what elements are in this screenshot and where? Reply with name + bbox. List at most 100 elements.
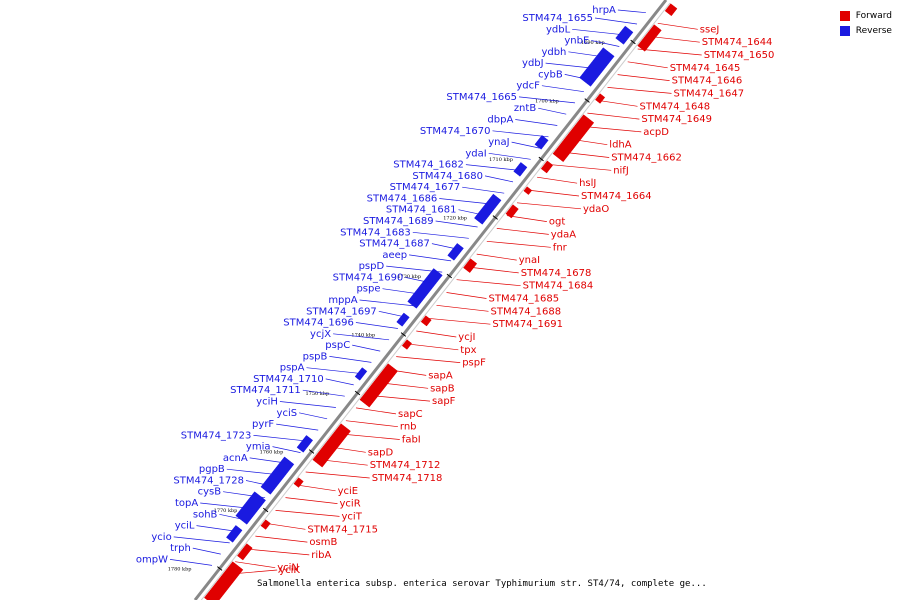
reverse-gene-label-41: pgpB: [199, 464, 225, 475]
forward-leader-25: [406, 343, 459, 351]
forward-gene-label-35: STM474_1718: [372, 473, 443, 484]
forward-gene-6: [505, 204, 519, 219]
forward-leader-13: [526, 189, 580, 197]
reverse-gene-label-38: STM474_1723: [181, 430, 252, 441]
tick-label-8: 1770 kbp: [214, 508, 238, 514]
tick-label-9: 1780 kbp: [168, 567, 192, 573]
tick-mark-2: [538, 156, 544, 162]
reverse-leader-32: [306, 367, 363, 375]
reverse-leader-35: [279, 401, 336, 408]
forward-gene-0: [664, 3, 678, 17]
reverse-gene-label-2: ydbL: [546, 24, 571, 35]
forward-gene-label-32: fabI: [402, 435, 421, 446]
genome-axis: [193, 0, 671, 600]
reverse-gene-4: [474, 193, 502, 225]
forward-gene-label-43: yciK: [279, 565, 300, 576]
reverse-swatch: [839, 25, 850, 36]
reverse-gene-label-17: STM474_1686: [367, 194, 438, 205]
forward-gene-label-1: STM474_1644: [702, 37, 773, 48]
reverse-gene-label-14: STM474_1682: [393, 160, 464, 171]
tick-mark-7: [308, 449, 315, 454]
forward-leader-24: [416, 330, 457, 338]
tick-label-4: 1730 kbp: [397, 274, 421, 280]
reverse-leader-20: [412, 231, 469, 239]
tick-label-2: 1710 kbp: [489, 157, 513, 163]
reverse-leader-40: [249, 457, 292, 465]
forward-leader-19: [466, 266, 519, 274]
forward-leader-21: [446, 292, 487, 299]
axis-ticks: 1690 kbp 1700 kbp 1710 kbp 1720 kbp 1730 kbp…: [168, 39, 636, 573]
axis-shadow: [200, 2, 671, 600]
reverse-gene-label-45: sohB: [193, 509, 218, 520]
reverse-gene-8: [354, 367, 368, 381]
forward-leader-5: [607, 87, 672, 94]
reverse-gene-label-6: cybB: [538, 69, 563, 80]
tick-mark-3: [492, 215, 498, 220]
forward-gene-label-17: fnr: [553, 242, 568, 253]
reverse-leader-26: [359, 299, 416, 307]
reverse-leader-10: [515, 119, 558, 126]
reverse-gene-label-21: STM474_1687: [359, 239, 430, 250]
forward-leader-32: [335, 433, 400, 440]
tick-label-0: 1690 kbp: [581, 40, 605, 46]
reverse-gene-label-0: hrpA: [592, 5, 616, 16]
reverse-leader-21: [431, 243, 460, 250]
reverse-leader-30: [352, 344, 381, 352]
forward-gene-label-41: ribA: [311, 550, 331, 561]
forward-gene-label-18: ynaI: [519, 255, 540, 266]
reverse-gene-label-9: zntB: [514, 103, 537, 114]
forward-gene-label-8: acpD: [643, 127, 669, 138]
reverse-leader-37: [276, 423, 319, 431]
forward-leader-35: [305, 471, 370, 479]
forward-gene-label-23: STM474_1691: [492, 319, 563, 330]
forward-leader-1: [647, 35, 700, 43]
reverse-gene-label-3: ynbE: [564, 36, 589, 47]
forward-leader-39: [265, 522, 306, 530]
reverse-leader-47: [173, 536, 230, 544]
forward-leader-16: [496, 228, 549, 235]
forward-gene-label-38: yciT: [342, 511, 363, 522]
tick-mark-8: [262, 507, 269, 513]
tick-mark-5: [400, 332, 407, 337]
forward-leader-23: [426, 317, 491, 325]
reverse-leader-31: [329, 356, 372, 363]
forward-gene-1: [637, 24, 662, 52]
reverse-leader-14: [465, 164, 522, 171]
reverse-leader-46: [196, 525, 239, 532]
reverse-leader-39: [272, 446, 301, 453]
forward-leader-27: [386, 369, 427, 376]
reverse-leader-36: [299, 412, 328, 420]
forward-gene-label-9: ldhA: [609, 140, 631, 151]
forward-gene-label-24: ycjI: [458, 332, 475, 343]
forward-gene-label-39: STM474_1715: [307, 524, 378, 535]
forward-leader-43: [225, 569, 278, 575]
legend-label-forward: Forward: [855, 10, 892, 21]
reverse-leader-3: [591, 40, 620, 47]
reverse-gene-label-40: acnA: [223, 453, 248, 464]
reverse-leader-22: [409, 254, 452, 262]
reverse-gene-label-26: mppA: [328, 295, 357, 306]
forward-leader-18: [476, 253, 517, 261]
reverse-leader-23: [386, 265, 443, 273]
forward-leader-36: [295, 484, 336, 492]
tick-label-3: 1720 kbp: [443, 216, 467, 222]
reverse-gene-label-27: STM474_1697: [306, 306, 377, 317]
legend: Forward Reverse: [839, 8, 892, 38]
forward-leader-7: [587, 112, 640, 120]
reverse-gene-label-10: dbpA: [487, 115, 513, 126]
reverse-gene-label-49: ompW: [136, 554, 168, 565]
reverse-gene-label-1: STM474_1655: [522, 13, 593, 24]
tick-label-7: 1760 kbp: [260, 450, 284, 456]
reverse-leader-48: [192, 547, 221, 555]
forward-leader-8: [577, 125, 642, 133]
forward-gene-label-31: rnb: [400, 422, 417, 433]
reverse-gene-2: [534, 135, 549, 150]
forward-leader-6: [597, 99, 638, 107]
forward-leader-26: [396, 356, 461, 363]
reverse-gene-label-42: STM474_1728: [173, 476, 244, 487]
reverse-gene-12: [226, 525, 243, 543]
reverse-gene-label-15: STM474_1680: [412, 171, 483, 182]
forward-leader-17: [486, 240, 551, 248]
reverse-leader-25: [382, 288, 425, 296]
tick-mark-9: [217, 566, 223, 571]
